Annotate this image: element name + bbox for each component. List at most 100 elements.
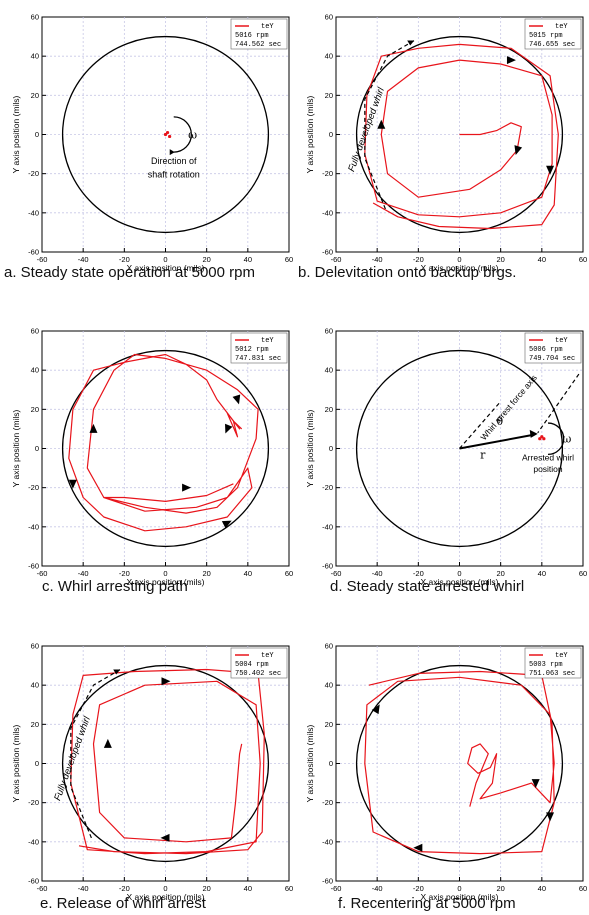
legend-time: 747.831 sec	[235, 355, 281, 363]
y-tick-label: 40	[31, 52, 39, 61]
y-tick-label: 60	[325, 642, 333, 651]
y-tick-label: -20	[322, 798, 333, 807]
y-tick-label: -60	[28, 877, 39, 886]
x-tick-label: -20	[413, 884, 424, 893]
plot-b: -60-60 -40 -40 -20 -20 0 0 20 20 40 40 60 60 X axis p…	[305, 13, 587, 274]
legend-label: teY	[261, 337, 274, 345]
y-tick-label: 60	[31, 13, 39, 22]
y-tick-label: 40	[325, 366, 333, 375]
x-tick-label: -20	[119, 569, 130, 578]
x-tick-label: 60	[285, 884, 293, 893]
y-tick-label: 20	[325, 720, 333, 729]
rotation-label: shaft rotation	[148, 170, 200, 180]
legend-label: teY	[261, 23, 274, 31]
y-axis-label: Y axis position (mils)	[11, 95, 21, 173]
orbit-trace	[70, 668, 265, 855]
trace-direction-arrowhead	[514, 145, 523, 155]
y-tick-label: -40	[322, 522, 333, 531]
y-tick-label: -60	[28, 562, 39, 571]
trace-direction-arrowhead	[546, 165, 555, 175]
y-tick-label: 40	[325, 681, 333, 690]
backup-bearing-boundary	[61, 349, 270, 548]
x-tick-label: -60	[331, 569, 342, 578]
plot-a: -60-60 -40 -40 -20 -20 0 0 20 20 40 40 60 60 X axis p…	[11, 13, 293, 274]
orbit-trace	[68, 353, 259, 532]
y-tick-label: -40	[28, 208, 39, 217]
legend-rpm: 5012 rpm	[235, 346, 269, 354]
y-axis-label: Y axis position (mils)	[305, 724, 315, 802]
legend-label: teY	[261, 652, 274, 660]
x-tick-label: 20	[496, 569, 504, 578]
whirl-direction-arrow	[70, 668, 121, 839]
radius-vector	[459, 433, 534, 450]
x-tick-label: 40	[538, 255, 546, 264]
x-tick-label: 20	[202, 884, 210, 893]
legend-time: 751.063 sec	[529, 670, 575, 678]
x-tick-label: 0	[163, 255, 167, 264]
x-axis-label: X axis position (mils)	[127, 892, 205, 902]
y-tick-label: -40	[322, 208, 333, 217]
force-axis-line	[537, 373, 580, 434]
orbit-point	[163, 132, 168, 137]
whirl-arrowhead	[113, 669, 121, 675]
legend-time: 746.655 sec	[529, 41, 575, 49]
x-axis-label: X axis position (mils)	[421, 263, 499, 273]
rotation-arc	[173, 116, 193, 153]
y-tick-label: -20	[322, 169, 333, 178]
legend-rpm: 5006 rpm	[529, 346, 563, 354]
y-tick-label: -40	[28, 522, 39, 531]
trace-direction-arrowhead	[232, 394, 241, 405]
y-tick-label: 0	[329, 759, 333, 768]
x-tick-label: -40	[78, 884, 89, 893]
caption-a: a. Steady state operation at 5000 rpm	[4, 264, 255, 281]
x-tick-label: 0	[457, 255, 461, 264]
y-axis-label: Y axis position (mils)	[305, 409, 315, 487]
omega-symbol: ω	[188, 128, 197, 141]
y-tick-label: -20	[28, 169, 39, 178]
x-tick-label: 60	[579, 884, 587, 893]
backup-bearing-boundary	[61, 664, 270, 863]
x-axis-label: X axis position (mils)	[127, 263, 205, 273]
backup-bearing-boundary	[355, 664, 564, 863]
trace-direction-arrowhead	[377, 119, 386, 129]
y-tick-label: -60	[322, 877, 333, 886]
x-axis-label: X axis position (mils)	[127, 577, 205, 587]
trace-direction-arrowhead	[160, 833, 170, 842]
backup-bearing-boundary	[61, 35, 270, 234]
y-tick-label: 60	[31, 327, 39, 336]
y-tick-label: -60	[322, 248, 333, 257]
y-tick-label: 40	[325, 52, 333, 61]
y-tick-label: 0	[35, 130, 39, 139]
theta-symbol: θ	[497, 415, 504, 428]
y-tick-label: 60	[325, 13, 333, 22]
y-tick-label: 40	[31, 366, 39, 375]
plot-f: -60-60 -40 -40 -20 -20 0 0 20 20 40 40 60 60 X axis p…	[305, 642, 587, 903]
trace-direction-arrowhead	[506, 56, 516, 65]
legend-label: teY	[555, 337, 568, 345]
legend-time: 749.704 sec	[529, 355, 575, 363]
x-tick-label: -60	[37, 569, 48, 578]
backup-bearing-boundary	[355, 35, 564, 234]
y-tick-label: -60	[28, 248, 39, 257]
r-symbol: r	[480, 448, 486, 461]
legend-time: 744.562 sec	[235, 41, 281, 49]
plot-e: -60-60 -40 -40 -20 -20 0 0 20 20 40 40 60 60 X axis p…	[11, 642, 293, 903]
x-tick-label: 40	[244, 255, 252, 264]
rotation-arc	[547, 422, 565, 456]
x-tick-label: 0	[163, 569, 167, 578]
caption-b: b. Delevitation onto backup brgs.	[298, 264, 517, 281]
y-axis-label: Y axis position (mils)	[11, 409, 21, 487]
reference-axis-line	[459, 401, 502, 449]
trace-direction-arrowhead	[531, 779, 540, 789]
trace-direction-arrowhead	[413, 843, 423, 852]
legend-rpm: 5015 rpm	[529, 32, 563, 40]
x-tick-label: -60	[37, 255, 48, 264]
plot-c: -60-60 -40 -40 -20 -20 0 0 20 20 40 40 60 60 X axis p…	[11, 327, 293, 588]
omega-symbol: ω	[562, 433, 571, 446]
rotation-label: Direction of	[151, 156, 197, 166]
x-tick-label: -60	[331, 255, 342, 264]
orbit-point	[168, 134, 172, 139]
